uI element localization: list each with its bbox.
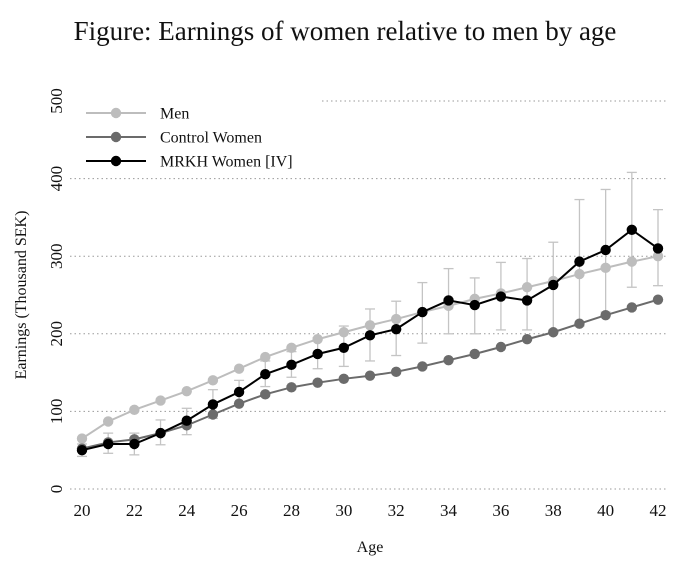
data-point-control-women bbox=[312, 377, 323, 388]
legend: Men Control Women MRKH Women [IV] bbox=[70, 94, 320, 174]
series-layer bbox=[76, 224, 664, 456]
data-point-control-women bbox=[338, 373, 350, 385]
data-point-control-women bbox=[626, 302, 638, 313]
data-point-mrkh-women-iv bbox=[102, 438, 114, 450]
y-tick-label: 300 bbox=[47, 243, 66, 269]
data-point-men bbox=[364, 320, 376, 331]
y-tick-label: 500 bbox=[47, 88, 66, 114]
data-point-men bbox=[338, 327, 350, 338]
data-point-mrkh-women-iv bbox=[364, 330, 376, 341]
data-point-men bbox=[652, 251, 664, 262]
data-point-mrkh-women-iv bbox=[600, 244, 611, 256]
data-point-mrkh-women-iv bbox=[207, 399, 219, 410]
data-point-mrkh-women-iv bbox=[286, 359, 297, 371]
data-point-men bbox=[207, 375, 219, 386]
legend-label: Control Women bbox=[160, 130, 262, 147]
x-tick-label: 34 bbox=[440, 501, 458, 520]
data-point-mrkh-women-iv bbox=[417, 306, 428, 318]
legend-label: Men bbox=[160, 106, 189, 123]
y-tick-label: 0 bbox=[47, 485, 66, 494]
data-point-control-women bbox=[469, 348, 480, 360]
x-tick-label: 40 bbox=[597, 501, 614, 520]
y-axis-title: Earnings (Thousand SEK) bbox=[13, 211, 30, 380]
data-point-mrkh-women-iv bbox=[260, 368, 271, 380]
data-point-control-women bbox=[574, 318, 585, 329]
data-point-men bbox=[129, 404, 140, 416]
data-point-control-women bbox=[390, 366, 402, 378]
x-tick-label: 42 bbox=[650, 501, 667, 520]
data-point-mrkh-women-iv bbox=[521, 295, 533, 306]
data-point-men bbox=[260, 351, 271, 363]
data-point-mrkh-women-iv bbox=[129, 438, 140, 450]
legend-marker bbox=[110, 107, 122, 119]
chart-title: Figure: Earnings of women relative to me… bbox=[73, 16, 617, 46]
x-tick-label: 26 bbox=[231, 501, 248, 520]
data-point-control-women bbox=[548, 327, 559, 338]
data-point-control-women bbox=[417, 361, 428, 372]
x-axis-title: Age bbox=[357, 539, 384, 556]
data-point-men bbox=[574, 268, 585, 280]
axis-layer: 0 100 200 300 400 500 20 22 24 26 28 30 32 34 36 38 40 42 bbox=[47, 88, 667, 520]
data-point-mrkh-women-iv bbox=[652, 243, 664, 254]
data-point-men bbox=[155, 395, 166, 406]
y-tick-label: 100 bbox=[47, 399, 66, 425]
data-point-men bbox=[521, 282, 533, 293]
data-point-men bbox=[76, 433, 88, 444]
error-bars-layer bbox=[77, 171, 663, 458]
data-point-mrkh-women-iv bbox=[469, 299, 480, 311]
data-point-control-women bbox=[233, 398, 245, 409]
data-point-mrkh-women-iv bbox=[574, 256, 585, 267]
x-tick-label: 36 bbox=[492, 501, 509, 520]
data-point-men bbox=[181, 386, 192, 397]
data-point-control-women bbox=[600, 309, 611, 321]
data-point-mrkh-women-iv bbox=[495, 291, 507, 302]
data-point-control-women bbox=[286, 382, 297, 393]
data-point-mrkh-women-iv bbox=[181, 415, 192, 426]
data-point-control-women bbox=[652, 294, 664, 305]
data-point-control-women bbox=[207, 409, 219, 420]
data-point-control-women bbox=[521, 334, 533, 345]
data-point-control-women bbox=[364, 370, 376, 381]
x-tick-label: 32 bbox=[388, 501, 405, 520]
x-tick-label: 28 bbox=[283, 501, 300, 520]
data-point-men bbox=[312, 334, 323, 345]
data-point-mrkh-women-iv bbox=[338, 342, 350, 353]
data-point-men bbox=[286, 342, 297, 353]
legend-label: MRKH Women [IV] bbox=[160, 154, 293, 171]
data-point-control-women bbox=[443, 354, 454, 366]
data-point-men bbox=[600, 262, 611, 274]
legend-marker bbox=[110, 131, 122, 143]
data-point-mrkh-women-iv bbox=[548, 279, 559, 291]
data-point-men bbox=[390, 313, 402, 325]
data-point-control-women bbox=[260, 389, 271, 400]
data-point-mrkh-women-iv bbox=[312, 348, 323, 360]
data-point-mrkh-women-iv bbox=[155, 427, 166, 439]
x-tick-label: 22 bbox=[126, 501, 143, 520]
x-tick-label: 38 bbox=[545, 501, 562, 520]
data-point-control-women bbox=[495, 341, 507, 353]
data-point-mrkh-women-iv bbox=[76, 445, 88, 456]
data-point-mrkh-women-iv bbox=[390, 323, 402, 335]
y-tick-label: 400 bbox=[47, 166, 66, 192]
x-tick-label: 30 bbox=[335, 501, 352, 520]
x-tick-label: 24 bbox=[178, 501, 196, 520]
data-point-mrkh-women-iv bbox=[626, 224, 638, 236]
data-point-mrkh-women-iv bbox=[443, 295, 454, 306]
data-point-men bbox=[233, 363, 245, 374]
data-point-mrkh-women-iv bbox=[233, 386, 245, 398]
x-tick-label: 20 bbox=[74, 501, 91, 520]
y-tick-label: 200 bbox=[47, 321, 66, 347]
data-point-men bbox=[102, 416, 114, 427]
data-point-men bbox=[626, 256, 638, 267]
legend-marker bbox=[110, 155, 122, 167]
